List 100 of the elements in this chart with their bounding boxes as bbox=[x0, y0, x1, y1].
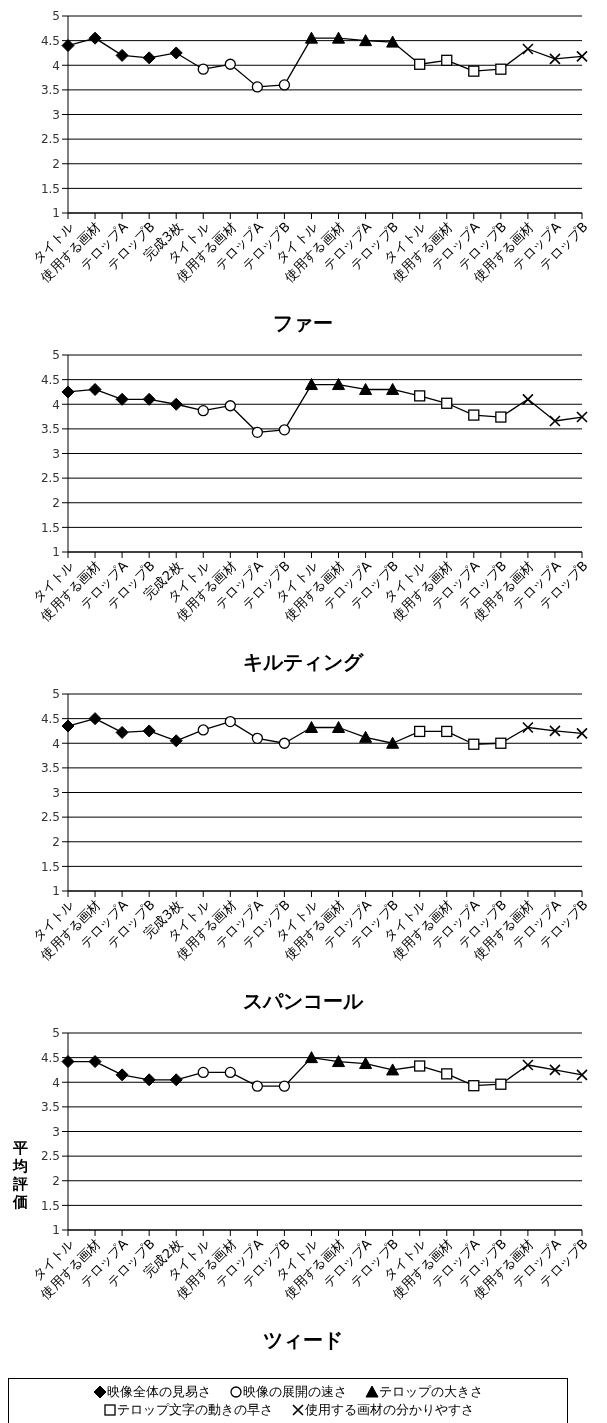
point bbox=[359, 730, 373, 743]
point bbox=[224, 400, 236, 412]
y-tick-label: 4 bbox=[52, 397, 60, 412]
y-tick-label: 4 bbox=[52, 1075, 60, 1090]
y-tick-label: 2 bbox=[52, 835, 60, 850]
point bbox=[495, 1078, 507, 1090]
y-tick-label: 4.5 bbox=[40, 1050, 60, 1065]
y-tick-label: 1.5 bbox=[40, 859, 60, 874]
y-tick-label: 4.5 bbox=[40, 372, 60, 387]
point bbox=[278, 737, 291, 749]
point bbox=[88, 31, 102, 45]
point bbox=[386, 1063, 400, 1076]
point bbox=[304, 378, 318, 391]
point bbox=[549, 725, 561, 737]
point bbox=[332, 720, 346, 733]
point bbox=[414, 390, 426, 402]
point bbox=[61, 1055, 75, 1069]
point bbox=[495, 411, 507, 423]
point bbox=[142, 724, 156, 738]
y-tick-label: 5 bbox=[52, 9, 60, 24]
x-axis-title: ツィード bbox=[262, 1327, 344, 1354]
point bbox=[61, 385, 75, 399]
y-tick-label: 2 bbox=[52, 1174, 60, 1189]
point bbox=[197, 63, 209, 75]
point bbox=[115, 392, 129, 406]
point bbox=[197, 1066, 209, 1079]
point bbox=[278, 1080, 291, 1092]
point bbox=[142, 392, 156, 406]
point bbox=[169, 397, 183, 411]
point bbox=[278, 79, 291, 91]
point bbox=[251, 81, 264, 93]
point bbox=[197, 405, 209, 417]
y-tick-label: 3 bbox=[52, 785, 60, 800]
point bbox=[522, 43, 534, 55]
y-tick-label: 4 bbox=[52, 58, 60, 73]
x-axis-title: キルティング bbox=[242, 649, 365, 676]
point bbox=[142, 1073, 156, 1087]
point bbox=[332, 31, 346, 44]
point bbox=[386, 736, 400, 749]
y-tick-label: 2 bbox=[52, 157, 60, 172]
point bbox=[169, 734, 183, 748]
point bbox=[441, 725, 453, 738]
y-axis-title: 平均評価 bbox=[12, 1139, 28, 1211]
y-tick-label: 3 bbox=[52, 107, 60, 122]
point bbox=[251, 732, 264, 744]
point bbox=[359, 1057, 373, 1070]
legend-label: 映像の展開の速さ bbox=[243, 1383, 347, 1401]
point bbox=[115, 48, 129, 62]
point bbox=[441, 1068, 453, 1080]
y-tick-label: 3 bbox=[52, 446, 60, 461]
point bbox=[576, 411, 588, 423]
point bbox=[576, 1069, 588, 1081]
point bbox=[441, 54, 453, 66]
legend-label: 使用する画材の分かりやすさ bbox=[304, 1401, 474, 1419]
y-tick-label: 3.5 bbox=[40, 761, 60, 776]
point bbox=[88, 1055, 102, 1069]
y-tick-label: 1 bbox=[52, 1223, 60, 1238]
y-tick-label: 4.5 bbox=[40, 711, 60, 726]
point bbox=[359, 34, 373, 47]
point bbox=[522, 721, 534, 734]
y-tick-label: 1 bbox=[52, 545, 60, 560]
x-axis-title: スパンコール bbox=[242, 988, 365, 1015]
y-tick-label: 2 bbox=[52, 496, 60, 511]
point bbox=[88, 382, 102, 396]
point bbox=[414, 725, 426, 738]
point bbox=[332, 1055, 346, 1068]
point bbox=[576, 727, 588, 740]
point bbox=[224, 715, 236, 728]
legend-label: 映像全体の見易さ bbox=[107, 1383, 211, 1401]
point bbox=[251, 426, 264, 438]
y-tick-label: 2.5 bbox=[40, 132, 60, 147]
legend-label: テロップの大きさ bbox=[379, 1383, 483, 1401]
y-tick-label: 1.5 bbox=[40, 181, 60, 196]
point bbox=[224, 1066, 236, 1079]
y-tick-label: 3 bbox=[52, 1124, 60, 1139]
point bbox=[304, 31, 318, 44]
point bbox=[142, 51, 156, 65]
point bbox=[414, 1060, 426, 1072]
point bbox=[304, 1051, 318, 1064]
y-tick-label: 2.5 bbox=[40, 810, 60, 825]
y-tick-label: 2.5 bbox=[40, 471, 60, 486]
y-tick-label: 3.5 bbox=[40, 1100, 60, 1115]
point bbox=[224, 58, 236, 70]
point bbox=[386, 382, 400, 395]
point bbox=[278, 424, 291, 436]
point bbox=[359, 382, 373, 395]
y-tick-label: 1 bbox=[52, 206, 60, 221]
point bbox=[576, 50, 588, 63]
y-tick-label: 4.5 bbox=[40, 33, 60, 48]
y-tick-label: 2.5 bbox=[40, 1149, 60, 1164]
x-axis-title: ファー bbox=[272, 310, 334, 337]
point bbox=[522, 1059, 534, 1071]
point bbox=[304, 720, 318, 733]
point bbox=[468, 65, 480, 77]
point bbox=[468, 738, 480, 750]
point bbox=[549, 415, 561, 427]
point bbox=[115, 1068, 129, 1082]
point bbox=[197, 724, 209, 736]
point bbox=[549, 1064, 561, 1076]
point bbox=[441, 397, 453, 409]
